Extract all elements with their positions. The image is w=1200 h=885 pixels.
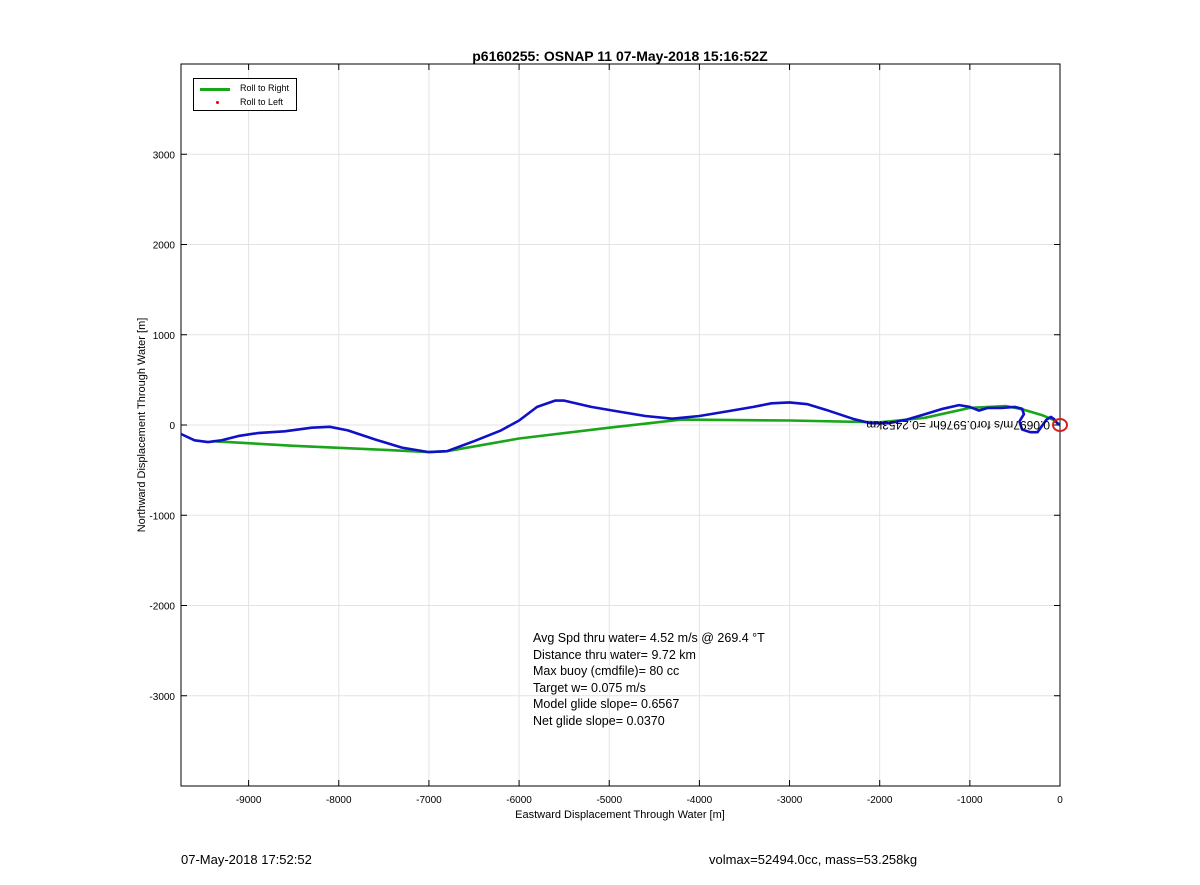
stat-line: Model glide slope= 0.6567 — [533, 697, 680, 711]
footer-volmax: volmax=52494.0cc, mass=53.258kg — [709, 852, 918, 867]
legend-line-swatch — [200, 88, 230, 91]
legend-dot-swatch — [216, 101, 219, 104]
legend-label: Roll to Left — [240, 97, 284, 107]
overlay-flipped-text: 0.0697m/s for0.5976hr =0.2453km — [866, 418, 1050, 432]
stat-line: Max buoy (cmdfile)= 80 cc — [533, 664, 680, 678]
y-tick-label: -1000 — [149, 511, 175, 522]
series-layer — [180, 399, 1061, 454]
stat-line: Avg Spd thru water= 4.52 m/s @ 269.4 °T — [533, 631, 765, 645]
end-marker — [1052, 418, 1068, 432]
stats-annotation: Avg Spd thru water= 4.52 m/s @ 269.4 °T … — [533, 630, 765, 729]
stat-line: Target w= 0.075 m/s — [533, 680, 646, 695]
grid-lines — [181, 64, 1061, 786]
footer-date: 07-May-2018 17:52:52 — [181, 852, 312, 867]
series-track-line — [180, 399, 1061, 454]
x-tick-label: -8000 — [326, 795, 352, 806]
y-tick-label: -2000 — [149, 602, 175, 613]
y-tick-label: 3000 — [153, 150, 176, 161]
tick-marks — [181, 64, 1061, 786]
x-axis-label: Eastward Displacement Through Water [m] — [515, 809, 725, 821]
y-tick-label: 1000 — [153, 331, 176, 342]
y-tick-label: -3000 — [149, 692, 175, 703]
y-axis-label: Northward Displacement Through Water [m] — [136, 318, 148, 533]
x-tick-label: -2000 — [867, 795, 893, 806]
x-tick-labels: -9000 -8000 -7000 -6000 -5000 -4000 -3000 -2000… — [236, 795, 1063, 806]
x-tick-label: -3000 — [777, 795, 803, 806]
legend-label: Roll to Right — [240, 83, 290, 93]
x-tick-label: 0 — [1057, 795, 1063, 806]
legend-entry-roll-left: Roll to Left — [194, 97, 296, 109]
stat-line: Distance thru water= 9.72 km — [533, 647, 696, 662]
y-tick-labels: 3000 2000 1000 0 -1000 -2000 -3000 — [149, 150, 175, 703]
x-tick-label: -9000 — [236, 795, 262, 806]
x-tick-label: -4000 — [687, 795, 713, 806]
x-tick-label: -1000 — [957, 795, 983, 806]
x-tick-label: -6000 — [506, 795, 532, 806]
stat-line: Net glide slope= 0.0370 — [533, 713, 665, 728]
series-roll-right-line — [212, 404, 1061, 454]
y-tick-label: 0 — [169, 421, 175, 432]
chart-title: p6160255: OSNAP 11 07-May-2018 15:16:52Z — [472, 48, 768, 64]
y-tick-label: 2000 — [153, 241, 176, 252]
x-tick-label: -7000 — [416, 795, 442, 806]
x-tick-label: -5000 — [596, 795, 622, 806]
end-marker-layer — [1052, 418, 1068, 432]
legend-entry-roll-right: Roll to Right — [194, 83, 296, 95]
legend: Roll to Right Roll to Left — [193, 78, 297, 111]
